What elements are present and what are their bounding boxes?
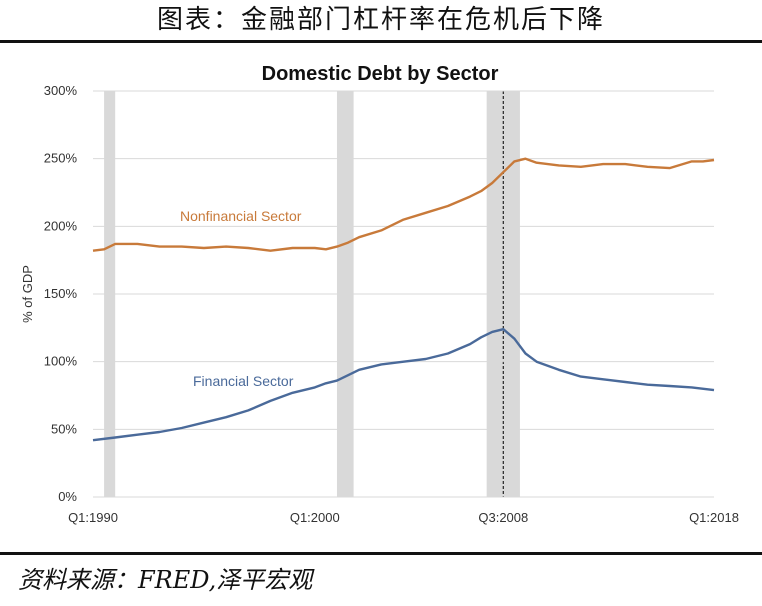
nonfinancial-series-label: Nonfinancial Sector	[180, 208, 302, 224]
chart: Domestic Debt by Sector 0% 50% 100% 150% 200…	[20, 63, 739, 525]
y-axis-ticks: 0% 50% 100% 150% 200% 250% 300%	[44, 83, 78, 504]
series-lines	[92, 157, 715, 442]
source-note: 资料来源：FRED,泽平宏观	[18, 566, 313, 594]
x-axis-ticks: Q1:1990 Q1:2000 Q3:2008 Q1:2018	[68, 510, 739, 525]
financial-series-label: Financial Sector	[193, 373, 294, 389]
y-tick-label: 300%	[44, 83, 78, 98]
x-tick-label: Q3:2008	[478, 510, 528, 525]
y-tick-label: 0%	[58, 489, 77, 504]
top-rule	[0, 40, 762, 43]
x-tick-label: Q1:2000	[290, 510, 340, 525]
bottom-rule	[0, 552, 762, 555]
y-tick-label: 50%	[51, 421, 77, 436]
y-tick-label: 150%	[44, 286, 78, 301]
y-tick-label: 100%	[44, 354, 78, 369]
x-tick-label: Q1:2018	[689, 510, 739, 525]
y-tick-label: 250%	[44, 151, 78, 166]
chart-title: Domestic Debt by Sector	[262, 63, 499, 85]
gridlines	[93, 90, 714, 498]
nonfinancial-series-line	[92, 157, 715, 252]
x-tick-label: Q1:1990	[68, 510, 118, 525]
header-title: 图表：金融部门杠杆率在危机后下降	[156, 5, 605, 35]
y-axis-label: % of GDP	[20, 265, 35, 323]
financial-series-line	[92, 328, 715, 442]
y-tick-label: 200%	[44, 218, 78, 233]
